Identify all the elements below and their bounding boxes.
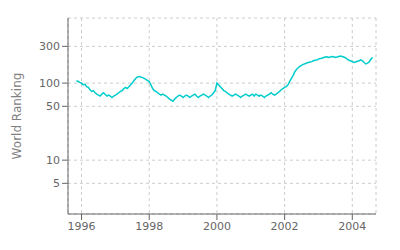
svg-text:World Ranking: World Ranking [10, 73, 24, 160]
svg-text:300: 300 [39, 40, 60, 53]
svg-text:1996: 1996 [68, 220, 96, 233]
svg-text:50: 50 [46, 100, 60, 113]
svg-text:1998: 1998 [135, 220, 163, 233]
svg-text:10: 10 [46, 154, 60, 167]
svg-text:2004: 2004 [338, 220, 366, 233]
svg-text:5: 5 [53, 177, 60, 190]
svg-text:2000: 2000 [203, 220, 231, 233]
svg-text:100: 100 [39, 77, 60, 90]
svg-text:2002: 2002 [271, 220, 299, 233]
